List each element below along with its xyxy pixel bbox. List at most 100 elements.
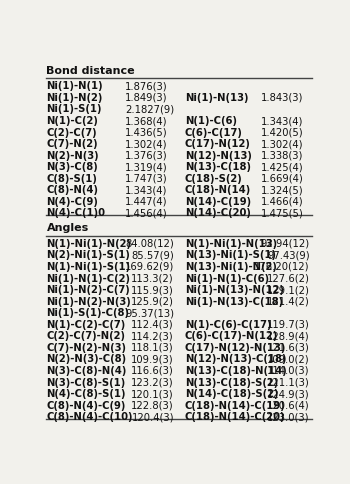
Text: 1.849(3): 1.849(3)	[125, 93, 168, 103]
Text: 169.62(9): 169.62(9)	[125, 261, 174, 272]
Text: N(12)-N(13): N(12)-N(13)	[185, 151, 252, 160]
Text: 122.8(3): 122.8(3)	[131, 400, 174, 410]
Text: 123.0(3): 123.0(3)	[267, 411, 309, 421]
Text: 1.343(4): 1.343(4)	[261, 116, 303, 126]
Text: 2.1827(9): 2.1827(9)	[125, 104, 174, 114]
Text: N(13)-C(18): N(13)-C(18)	[185, 162, 251, 172]
Text: N(12)-N(13)-C(18): N(12)-N(13)-C(18)	[185, 354, 286, 363]
Text: 1.456(4): 1.456(4)	[125, 208, 168, 218]
Text: 1.425(4): 1.425(4)	[261, 162, 303, 172]
Text: 120.4(3): 120.4(3)	[132, 411, 174, 421]
Text: 1.338(3): 1.338(3)	[261, 151, 303, 160]
Text: Angles: Angles	[47, 223, 89, 233]
Text: 1.843(3): 1.843(3)	[261, 93, 303, 103]
Text: Ni(1)-N(13)-N(12): Ni(1)-N(13)-N(12)	[185, 285, 284, 294]
Text: Ni(1)-N(13): Ni(1)-N(13)	[185, 93, 248, 103]
Text: 1.447(4): 1.447(4)	[125, 197, 168, 207]
Text: 119.7(3): 119.7(3)	[267, 319, 309, 329]
Text: N(13)-C(18)-S(2): N(13)-C(18)-S(2)	[185, 377, 278, 387]
Text: C(8)-N(4): C(8)-N(4)	[47, 185, 98, 195]
Text: 1.420(5): 1.420(5)	[261, 127, 303, 137]
Text: 121.4(2): 121.4(2)	[267, 296, 309, 306]
Text: C(8)-N(4)-C(10): C(8)-N(4)-C(10)	[47, 411, 133, 421]
Text: 1.302(4): 1.302(4)	[125, 139, 168, 149]
Text: N(1)-C(2)-C(7): N(1)-C(2)-C(7)	[47, 319, 126, 329]
Text: C(8)-N(4)-C(9): C(8)-N(4)-C(9)	[47, 400, 126, 410]
Text: 1.302(4): 1.302(4)	[261, 139, 303, 149]
Text: 121.6(3): 121.6(3)	[267, 342, 309, 352]
Text: 1.876(3): 1.876(3)	[125, 81, 168, 91]
Text: C(18)-S(2): C(18)-S(2)	[185, 173, 243, 183]
Text: 1.436(5): 1.436(5)	[125, 127, 168, 137]
Text: N(14)-C(18)-S(2): N(14)-C(18)-S(2)	[185, 388, 278, 398]
Text: 1.324(5): 1.324(5)	[261, 185, 303, 195]
Text: N(14)-C(19): N(14)-C(19)	[185, 197, 251, 207]
Text: 118.1(3): 118.1(3)	[131, 342, 174, 352]
Text: Ni(1)-N(13)-C(18): Ni(1)-N(13)-C(18)	[185, 296, 283, 306]
Text: Ni(1)-N(2)-N(3): Ni(1)-N(2)-N(3)	[47, 296, 131, 306]
Text: 1.343(4): 1.343(4)	[125, 185, 168, 195]
Text: N(2)-Ni(1)-S(1): N(2)-Ni(1)-S(1)	[47, 250, 130, 260]
Text: N(13)-C(18)-N(14): N(13)-C(18)-N(14)	[185, 365, 287, 375]
Text: 1.368(4): 1.368(4)	[125, 116, 168, 126]
Text: C(2)-C(7)-N(2): C(2)-C(7)-N(2)	[47, 331, 125, 341]
Text: 125.9(2): 125.9(2)	[131, 296, 174, 306]
Text: C(18)-N(14)-C(20): C(18)-N(14)-C(20)	[185, 411, 285, 421]
Text: C(8)-S(1): C(8)-S(1)	[47, 173, 97, 183]
Text: 114.0(3): 114.0(3)	[267, 365, 309, 375]
Text: Ni(1)-N(2)-C(7): Ni(1)-N(2)-C(7)	[47, 285, 130, 294]
Text: C(7)-N(2): C(7)-N(2)	[47, 139, 98, 149]
Text: 176.20(12): 176.20(12)	[254, 261, 309, 272]
Text: 112.4(3): 112.4(3)	[131, 319, 174, 329]
Text: N(3)-C(8)-S(1): N(3)-C(8)-S(1)	[47, 377, 126, 387]
Text: 123.2(3): 123.2(3)	[131, 377, 174, 387]
Text: C(2)-C(7): C(2)-C(7)	[47, 127, 97, 137]
Text: C(6)-C(17)-N(12): C(6)-C(17)-N(12)	[185, 331, 278, 341]
Text: Ni(1)-S(1): Ni(1)-S(1)	[47, 104, 102, 114]
Text: C(18)-N(14)-C(19): C(18)-N(14)-C(19)	[185, 400, 286, 410]
Text: C(18)-N(14): C(18)-N(14)	[185, 185, 251, 195]
Text: C(17)-N(12): C(17)-N(12)	[185, 139, 251, 149]
Text: N(3)-C(8): N(3)-C(8)	[47, 162, 98, 172]
Text: 1.669(4): 1.669(4)	[261, 173, 303, 183]
Text: N(1)-C(2): N(1)-C(2)	[47, 116, 98, 126]
Text: 1.376(3): 1.376(3)	[125, 151, 168, 160]
Text: 116.6(3): 116.6(3)	[131, 365, 174, 375]
Text: 129.1(2): 129.1(2)	[267, 285, 309, 294]
Text: N(4)-C(1)0: N(4)-C(1)0	[47, 208, 105, 218]
Text: N(1)-C(6)-C(17): N(1)-C(6)-C(17)	[185, 319, 271, 329]
Text: N(1)-Ni(1)-N(2): N(1)-Ni(1)-N(2)	[47, 239, 132, 248]
Text: 85.57(9): 85.57(9)	[131, 250, 174, 260]
Text: Bond distance: Bond distance	[47, 65, 135, 76]
Text: 109.0(2): 109.0(2)	[267, 354, 309, 363]
Text: Ni(1)-N(1): Ni(1)-N(1)	[47, 81, 103, 91]
Text: N(4)-C(8)-S(1): N(4)-C(8)-S(1)	[47, 388, 126, 398]
Text: 120.6(4): 120.6(4)	[267, 400, 309, 410]
Text: 1.319(4): 1.319(4)	[125, 162, 168, 172]
Text: N(14)-C(20): N(14)-C(20)	[185, 208, 251, 218]
Text: C(7)-N(2)-N(3): C(7)-N(2)-N(3)	[47, 342, 126, 352]
Text: 109.9(3): 109.9(3)	[131, 354, 174, 363]
Text: N(13)-Ni(1)-S(1): N(13)-Ni(1)-S(1)	[185, 250, 276, 260]
Text: N(2)-N(3): N(2)-N(3)	[47, 151, 99, 160]
Text: Ni(1)-N(2): Ni(1)-N(2)	[47, 93, 103, 103]
Text: 1.475(5): 1.475(5)	[261, 208, 303, 218]
Text: N(1)-Ni(1)-N(13): N(1)-Ni(1)-N(13)	[185, 239, 277, 248]
Text: 95.37(13): 95.37(13)	[125, 307, 174, 318]
Text: 127.6(2): 127.6(2)	[267, 273, 309, 283]
Text: 1.466(4): 1.466(4)	[261, 197, 303, 207]
Text: 120.1(3): 120.1(3)	[131, 388, 174, 398]
Text: Ni(1)-S(1)-C(8): Ni(1)-S(1)-C(8)	[47, 307, 130, 318]
Text: N(4)-C(9): N(4)-C(9)	[47, 197, 98, 207]
Text: N(13)-Ni(1)-N(2): N(13)-Ni(1)-N(2)	[185, 261, 276, 272]
Text: 113.3(2): 113.3(2)	[131, 273, 174, 283]
Text: 124.9(3): 124.9(3)	[267, 388, 309, 398]
Text: Ni(1)-N(1)-C(2): Ni(1)-N(1)-C(2)	[47, 273, 131, 283]
Text: 92.94(12): 92.94(12)	[260, 239, 309, 248]
Text: 114.2(3): 114.2(3)	[131, 331, 174, 341]
Text: N(3)-C(8)-N(4): N(3)-C(8)-N(4)	[47, 365, 127, 375]
Text: 115.9(3): 115.9(3)	[131, 285, 174, 294]
Text: Ni(1)-N(1)-C(6): Ni(1)-N(1)-C(6)	[185, 273, 269, 283]
Text: 128.9(4): 128.9(4)	[267, 331, 309, 341]
Text: N(1)-Ni(1)-S(1): N(1)-Ni(1)-S(1)	[47, 261, 131, 272]
